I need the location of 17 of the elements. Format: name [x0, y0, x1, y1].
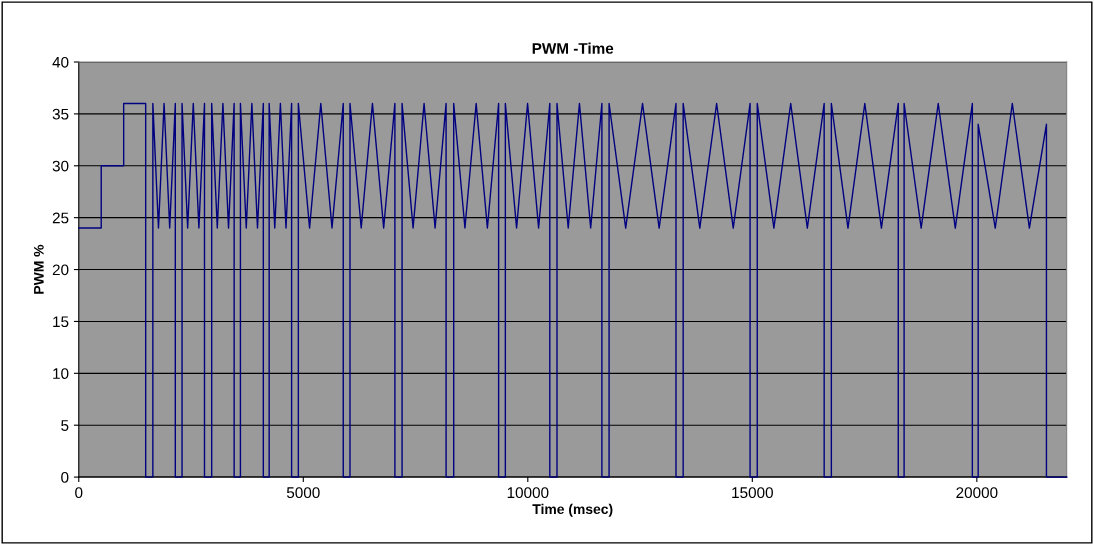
y-tick-label: 25: [52, 212, 69, 224]
y-tick-label: 0: [61, 471, 69, 483]
chart-title: PWM -Time: [532, 42, 614, 54]
y-tick-label: 20: [52, 264, 69, 276]
y-tick-label: 15: [53, 316, 69, 328]
x-tick-label: 20000: [956, 487, 998, 499]
y-tick-label: 40: [52, 56, 69, 68]
x-tick-label: 10000: [507, 487, 549, 499]
y-tick-label: 35: [52, 108, 69, 120]
y-tick-label: 10: [53, 368, 69, 380]
x-axis-title: Time (msec): [532, 503, 613, 517]
y-tick-label: 30: [52, 160, 69, 172]
y-axis-title: PWM %: [33, 244, 44, 294]
x-tick-label: 5000: [286, 487, 320, 499]
x-tick-label: 15000: [732, 487, 773, 499]
y-tick-label: 5: [61, 420, 69, 431]
x-tick-label: 0: [75, 487, 83, 499]
